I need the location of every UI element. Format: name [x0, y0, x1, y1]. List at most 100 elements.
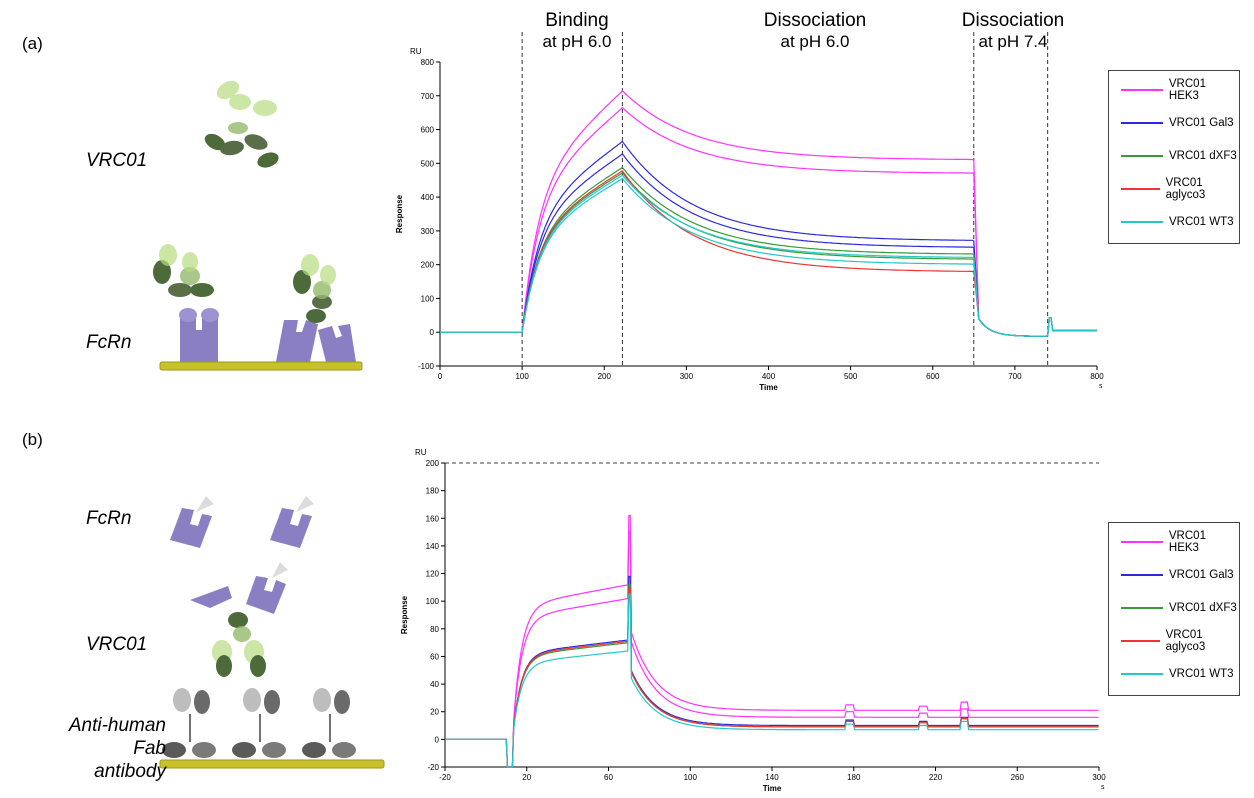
x-tick-label: 300 — [1092, 773, 1106, 782]
phase-label-dissociation-ph74: Dissociation at pH 7.4 — [938, 10, 1088, 52]
y-tick-label: 500 — [421, 159, 435, 168]
legend-item: VRC01 HEK3 — [1121, 530, 1239, 554]
phase-label-line1: Binding — [545, 10, 609, 31]
y-tick-label: 600 — [421, 126, 435, 135]
legend-label: VRC01 Gal3 — [1169, 569, 1234, 581]
antibody-icon-bound-right — [293, 254, 336, 323]
y-tick-label: 20 — [430, 708, 439, 717]
phase-label-line2: at pH 6.0 — [780, 32, 850, 51]
diagram-a — [153, 80, 363, 371]
y-unit-label: RU — [410, 47, 422, 56]
legend-label: VRC01 HEK3 — [1168, 78, 1206, 102]
x-tick-label: 500 — [844, 372, 858, 381]
series-line — [445, 514, 1099, 768]
x-tick-label: 220 — [929, 773, 943, 782]
x-tick-label: 140 — [765, 773, 779, 782]
label-fcrn-b: FcRn — [86, 508, 132, 529]
legend-item: VRC01 dXF3 — [1121, 149, 1237, 163]
y-tick-label: 300 — [421, 227, 435, 236]
y-tick-label: 120 — [426, 570, 440, 579]
panel-label-b: (b) — [22, 430, 43, 449]
legend-item: VRC01 Gal3 — [1121, 568, 1234, 582]
x-tick-label: 20 — [522, 773, 531, 782]
x-axis-label: Time — [759, 383, 778, 392]
y-tick-label: 100 — [421, 294, 435, 303]
sensor-surface — [159, 361, 363, 371]
panel-label-a: (a) — [22, 34, 43, 53]
y-tick-label: -20 — [427, 763, 439, 772]
y-tick-label: 800 — [421, 58, 435, 67]
phase-label-binding: Binding at pH 6.0 — [522, 10, 632, 52]
legend-swatch — [1121, 640, 1160, 642]
y-tick-label: 200 — [426, 459, 440, 468]
x-axis-label: Time — [763, 784, 782, 793]
phase-label-line2: at pH 6.0 — [542, 32, 612, 51]
series-line — [445, 584, 1099, 768]
legend-item: VRC01 dXF3 — [1121, 601, 1237, 615]
legend-item: VRC01 HEK3 — [1121, 78, 1239, 102]
legend-swatch — [1121, 574, 1163, 576]
x-unit-label: s — [1099, 383, 1103, 390]
legend-swatch — [1121, 155, 1163, 157]
legend-item: VRC01 aglyco3 — [1121, 629, 1239, 653]
series-line — [440, 89, 1097, 337]
legend-label: VRC01 HEK3 — [1168, 530, 1206, 554]
x-tick-label: 600 — [926, 372, 940, 381]
fcrn-icon-right — [276, 320, 356, 362]
y-axis-label: Response — [395, 194, 404, 233]
series-line — [440, 174, 1097, 337]
fcrn-icon-left — [179, 308, 219, 362]
legend-swatch — [1121, 221, 1163, 223]
y-tick-label: 200 — [421, 261, 435, 270]
legend-item: VRC01 aglyco3 — [1121, 177, 1239, 201]
legend-label: VRC01 Gal3 — [1169, 117, 1234, 129]
legend-item: VRC01 WT3 — [1121, 667, 1234, 681]
y-tick-label: 0 — [435, 735, 440, 744]
legend-swatch — [1121, 541, 1163, 543]
y-tick-label: 140 — [426, 542, 440, 551]
legend-swatch — [1121, 188, 1160, 190]
x-tick-label: 200 — [598, 372, 612, 381]
label-capture-line2: antibody — [94, 761, 166, 782]
x-tick-label: 60 — [604, 773, 613, 782]
sensor-surface — [159, 759, 385, 769]
legend-swatch — [1121, 122, 1163, 124]
x-tick-label: 180 — [847, 773, 861, 782]
antibody-icon-captured — [212, 612, 266, 677]
legend-swatch — [1121, 89, 1163, 91]
label-vrc01-a: VRC01 — [86, 150, 148, 171]
y-tick-label: 80 — [430, 625, 439, 634]
series-line — [445, 593, 1099, 768]
y-tick-label: -100 — [418, 362, 435, 371]
y-tick-label: 400 — [421, 193, 435, 202]
phase-label-line1: Dissociation — [961, 10, 1065, 31]
legend-label: VRC01 aglyco3 — [1165, 629, 1206, 653]
legend-label: VRC01 WT3 — [1169, 668, 1234, 680]
legend-swatch — [1121, 607, 1163, 609]
x-tick-label: 0 — [438, 372, 443, 381]
fcrn-icon-floating — [170, 496, 314, 548]
x-tick-label: 100 — [684, 773, 698, 782]
x-tick-label: -20 — [439, 773, 451, 782]
x-tick-label: 100 — [515, 372, 529, 381]
legend-label: VRC01 dXF3 — [1169, 150, 1237, 162]
diagram-b — [159, 496, 385, 769]
x-tick-label: 700 — [1008, 372, 1022, 381]
legend-item: VRC01 WT3 — [1121, 215, 1234, 229]
label-capture-antibody: Anti-human Fab antibody — [38, 714, 166, 783]
series-line — [440, 140, 1097, 337]
series-line — [445, 586, 1099, 768]
x-tick-label: 800 — [1090, 372, 1104, 381]
phase-label-line1: Dissociation — [763, 10, 867, 31]
y-unit-label: RU — [415, 448, 427, 457]
chart-b: -20 0 20 40 60 80 100 120 140 160 180 200 -20 20 60 100… — [400, 448, 1106, 793]
x-unit-label: s — [1101, 784, 1105, 791]
phase-label-line2: at pH 7.4 — [978, 32, 1048, 51]
y-tick-label: 180 — [426, 487, 440, 496]
fcrn-icon-bound — [190, 562, 288, 614]
legend-item: VRC01 Gal3 — [1121, 116, 1234, 130]
y-tick-label: 60 — [430, 652, 439, 661]
x-tick-label: 260 — [1011, 773, 1025, 782]
y-axis-label: Response — [400, 595, 409, 634]
